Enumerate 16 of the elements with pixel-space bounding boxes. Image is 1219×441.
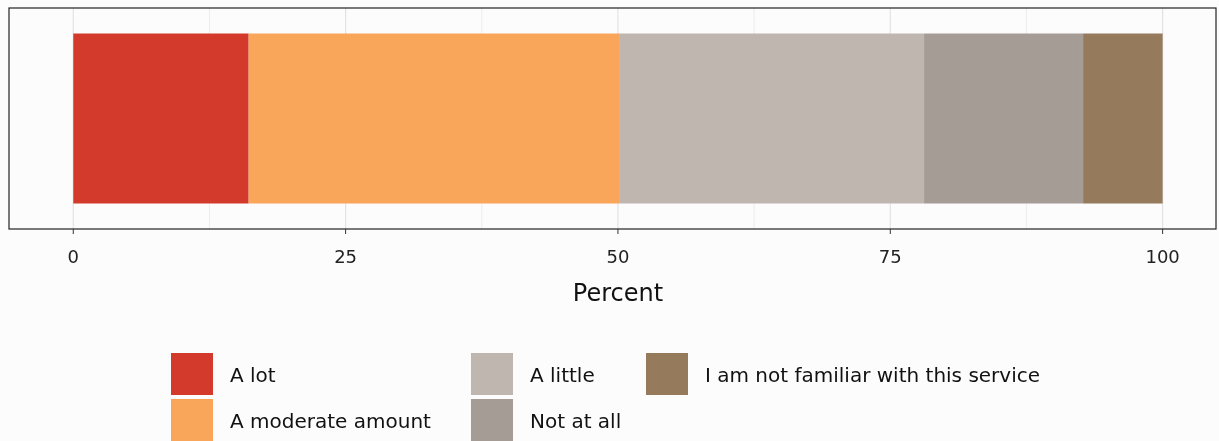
legend-label: Not at all	[530, 409, 622, 433]
x-axis-title: Percent	[572, 279, 664, 307]
bar	[248, 33, 620, 204]
x-tick-label: 50	[606, 246, 630, 267]
legend-label: A little	[530, 363, 595, 387]
legend-label: A lot	[230, 363, 276, 387]
bar	[73, 33, 249, 204]
bar	[619, 33, 925, 204]
bar	[1083, 33, 1163, 204]
legend-label: I am not familiar with this service	[705, 363, 1041, 387]
x-tick-label: 100	[1145, 246, 1180, 267]
bar	[924, 33, 1084, 204]
legend-label: A moderate amount	[230, 409, 432, 433]
x-tick-label: 75	[878, 246, 902, 267]
x-tick-label: 25	[334, 246, 358, 267]
x-tick-label: 0	[67, 246, 79, 267]
